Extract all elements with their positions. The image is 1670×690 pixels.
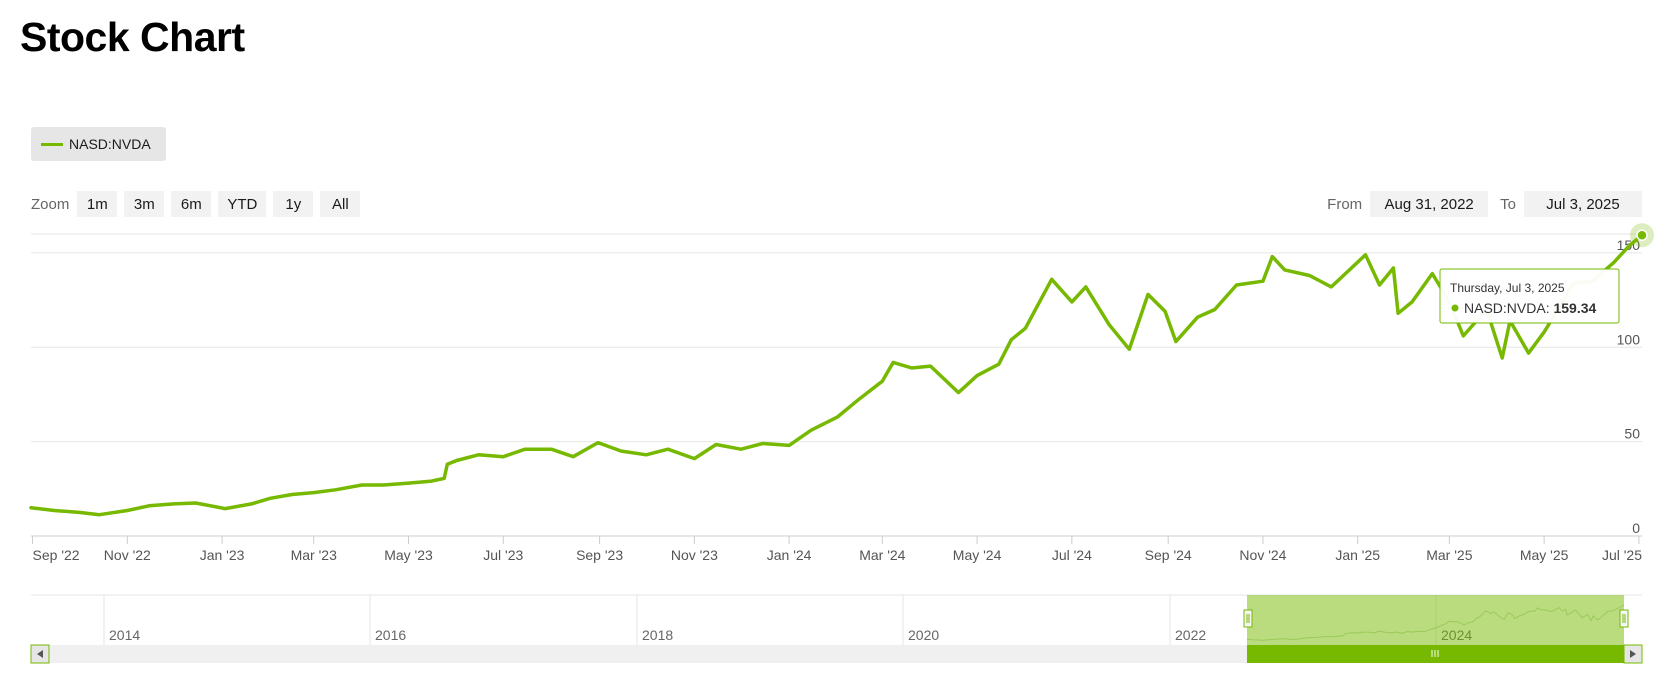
hover-point-marker bbox=[1636, 229, 1648, 241]
zoom-label: Zoom bbox=[31, 195, 70, 213]
x-tick-label: Mar '24 bbox=[859, 547, 905, 563]
legend-label: NASD:NVDA bbox=[69, 136, 151, 152]
scrollbar-track[interactable] bbox=[31, 645, 1642, 663]
navigator[interactable]: 2014 2016 2018 2020 2022 2024 bbox=[31, 594, 1642, 645]
tooltip-colon: : bbox=[1546, 300, 1554, 316]
arrow-right-icon bbox=[1630, 650, 1636, 658]
x-tick-label: Sep '24 bbox=[1145, 547, 1192, 563]
scroll-right-button[interactable] bbox=[1623, 644, 1643, 664]
x-tick-label: Nov '23 bbox=[671, 547, 718, 563]
page-title: Stock Chart bbox=[20, 14, 245, 60]
tooltip-series-line: NASD:NVDA: 159.34 bbox=[1464, 300, 1597, 316]
from-label: From bbox=[1327, 195, 1363, 213]
zoom-1m-button[interactable]: 1m bbox=[77, 191, 118, 217]
tooltip-date: Thursday, Jul 3, 2025 bbox=[1450, 281, 1565, 295]
navigator-year-label: 2022 bbox=[1175, 627, 1206, 643]
tooltip-series-dot bbox=[1451, 304, 1459, 312]
navigator-left-handle[interactable] bbox=[1243, 609, 1253, 628]
tooltip: Thursday, Jul 3, 2025 NASD:NVDA: 159.34 bbox=[1439, 268, 1620, 324]
navigator-year-label: 2020 bbox=[908, 627, 939, 643]
x-tick-label: Nov '24 bbox=[1239, 547, 1286, 563]
hover-halo bbox=[1630, 223, 1654, 248]
x-tick-label: Jan '23 bbox=[200, 547, 245, 563]
x-tick-label: Jul '23 bbox=[483, 547, 523, 563]
tooltip-value: 159.34 bbox=[1553, 300, 1596, 316]
tooltip-series: NASD:NVDA bbox=[1464, 300, 1546, 316]
y-tick-label: 50 bbox=[1624, 426, 1640, 442]
zoom-ytd-button[interactable]: YTD bbox=[218, 191, 267, 217]
to-label: To bbox=[1500, 195, 1516, 213]
navigator-year-label: 2016 bbox=[375, 627, 406, 643]
x-tick-label: Sep '22 bbox=[33, 547, 80, 563]
scrollbar-thumb[interactable] bbox=[1247, 645, 1624, 663]
y-tick-label: 150 bbox=[1617, 237, 1641, 253]
x-tick-label: Sep '23 bbox=[576, 547, 623, 563]
navigator-year-label: 2024 bbox=[1441, 627, 1472, 643]
legend-line-swatch bbox=[41, 142, 63, 146]
zoom-all-button[interactable]: All bbox=[320, 191, 361, 217]
x-tick-label: Jan '25 bbox=[1335, 547, 1380, 563]
scrollbar[interactable] bbox=[30, 644, 1643, 664]
y-tick-label: 0 bbox=[1632, 520, 1640, 536]
from-date-input[interactable]: Aug 31, 2022 bbox=[1370, 191, 1489, 217]
navigator-right-handle[interactable] bbox=[1619, 609, 1629, 628]
x-tick-label: May '23 bbox=[384, 547, 433, 563]
arrow-left-icon bbox=[37, 650, 43, 658]
navigator-year-label: 2014 bbox=[109, 627, 140, 643]
to-date-input[interactable]: Jul 3, 2025 bbox=[1524, 191, 1642, 217]
x-tick-label: Jul '24 bbox=[1052, 547, 1092, 563]
zoom-6m-button[interactable]: 6m bbox=[171, 191, 212, 217]
x-tick-label: May '25 bbox=[1520, 547, 1569, 563]
zoom-3m-button[interactable]: 3m bbox=[124, 191, 165, 217]
x-tick-label: Jul '25 bbox=[1602, 547, 1642, 563]
x-tick-label: Mar '25 bbox=[1426, 547, 1472, 563]
x-tick-label: Nov '22 bbox=[104, 547, 151, 563]
navigator-series-line bbox=[1246, 604, 1625, 641]
zoom-1y-button[interactable]: 1y bbox=[273, 191, 314, 217]
zoom-controls: Zoom 1m 3m 6m YTD 1y All bbox=[31, 191, 367, 217]
navigator-year-label: 2018 bbox=[642, 627, 673, 643]
date-range-selector: From Aug 31, 2022 To Jul 3, 2025 bbox=[1315, 191, 1642, 217]
x-tick-label: Jan '24 bbox=[767, 547, 812, 563]
navigator-selected-range[interactable] bbox=[1247, 595, 1624, 645]
x-tick-label: May '24 bbox=[953, 547, 1002, 563]
scroll-left-button[interactable] bbox=[30, 644, 50, 664]
series-line-nvda bbox=[29, 233, 1644, 517]
x-tick-label: Mar '23 bbox=[291, 547, 337, 563]
legend-item-nvda[interactable]: NASD:NVDA bbox=[31, 127, 166, 161]
tooltip-box bbox=[1439, 268, 1620, 324]
y-tick-label: 100 bbox=[1617, 331, 1641, 347]
